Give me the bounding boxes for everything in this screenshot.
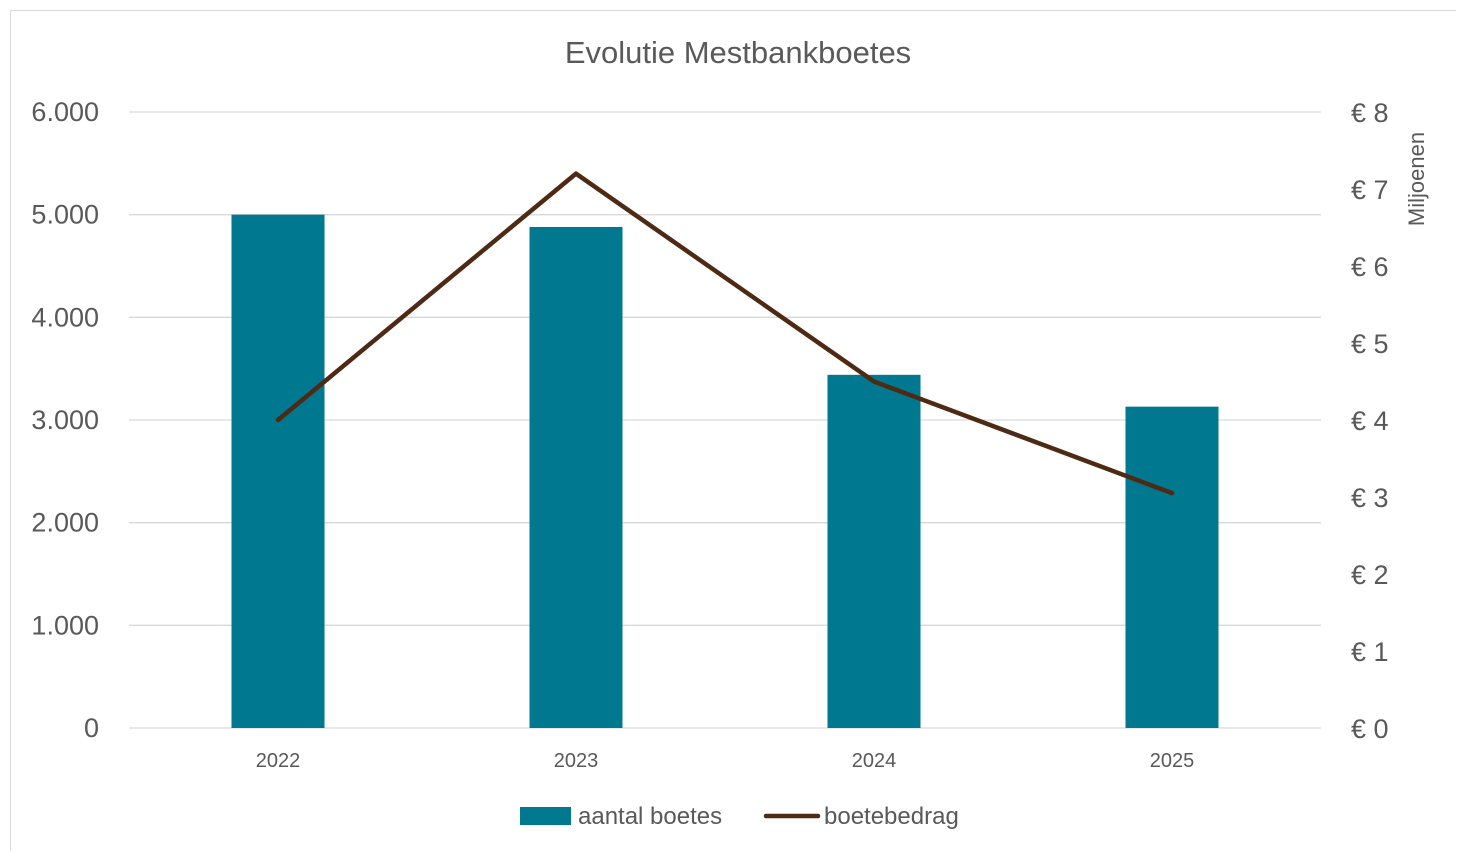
- legend: aantal boetes boetebedrag: [520, 803, 959, 830]
- bar: [529, 226, 623, 728]
- bar: [1125, 406, 1219, 728]
- right-axis-unit-label: Miljoenen: [1404, 132, 1429, 226]
- left-tick-label: 4.000: [31, 302, 99, 332]
- right-tick-label: € 7: [1351, 175, 1389, 205]
- line-series: [275, 171, 1175, 496]
- right-axis: € 0 € 1 € 2 € 3 € 4 € 5 € 6 € 7 € 8: [1351, 98, 1389, 744]
- left-tick-label: 1.000: [31, 610, 99, 640]
- x-tick-label: 2022: [256, 750, 301, 772]
- left-tick-label: 0: [84, 713, 99, 743]
- legend-swatch-bars: [520, 807, 571, 825]
- bar: [827, 374, 921, 728]
- left-tick-label: 6.000: [31, 97, 99, 127]
- x-tick-label: 2024: [852, 750, 897, 772]
- gridlines: [129, 111, 1321, 729]
- right-tick-label: € 0: [1351, 714, 1389, 744]
- right-tick-label: € 8: [1351, 98, 1389, 128]
- bar-series: [231, 214, 1219, 728]
- right-tick-label: € 5: [1351, 329, 1389, 359]
- right-tick-label: € 3: [1351, 483, 1389, 513]
- left-axis: 0 1.000 2.000 3.000 4.000 5.000 6.000: [31, 97, 99, 743]
- right-tick-label: € 2: [1351, 560, 1389, 590]
- right-tick-label: € 6: [1351, 252, 1389, 282]
- left-tick-label: 2.000: [31, 508, 99, 538]
- x-axis: 2022 2023 2024 2025: [256, 750, 1195, 772]
- x-tick-label: 2025: [1150, 750, 1195, 772]
- legend-label-bars: aantal boetes: [578, 803, 722, 830]
- right-tick-label: € 1: [1351, 637, 1389, 667]
- x-tick-label: 2023: [554, 750, 599, 772]
- bar: [231, 214, 325, 728]
- right-tick-label: € 4: [1351, 406, 1389, 436]
- chart-title: Evolutie Mestbankboetes: [565, 35, 911, 70]
- legend-label-line: boetebedrag: [824, 803, 959, 830]
- left-tick-label: 5.000: [31, 200, 99, 230]
- chart-frame: [10, 10, 1456, 850]
- series-line: [275, 171, 1175, 496]
- left-tick-label: 3.000: [31, 405, 99, 435]
